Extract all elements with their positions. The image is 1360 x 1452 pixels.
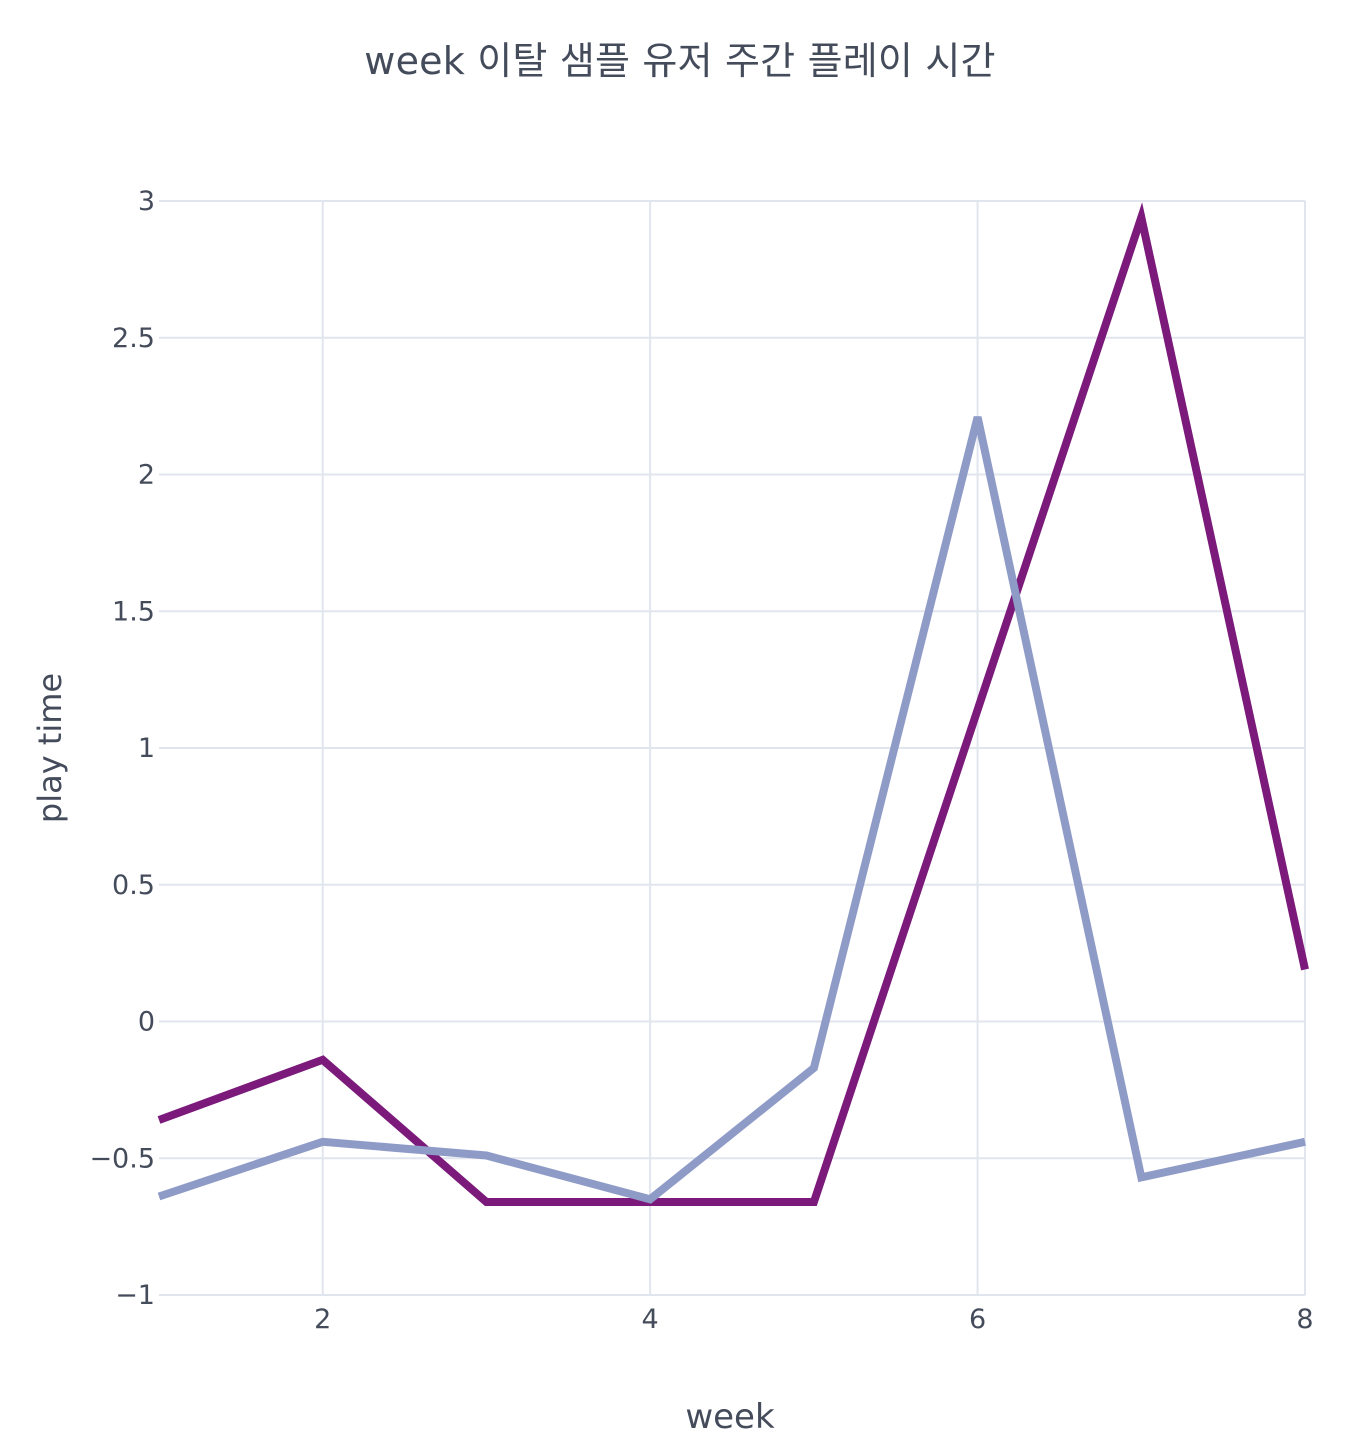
y-tick-label: 2 [138, 460, 155, 491]
series-lines [159, 217, 1305, 1202]
x-tick-label: 2 [314, 1304, 331, 1335]
y-tick-label: 1 [138, 733, 155, 764]
y-tick-label: 0 [138, 1007, 155, 1038]
x-tick-label: 6 [969, 1304, 986, 1335]
y-tick-label: 1.5 [112, 596, 155, 627]
y-tick-label: 2.5 [112, 323, 155, 354]
y-tick-label: −0.5 [89, 1143, 155, 1174]
x-tick-label: 4 [642, 1304, 659, 1335]
x-tick-label: 8 [1296, 1304, 1313, 1335]
y-tick-label: 3 [138, 186, 155, 217]
y-tick-label: 0.5 [112, 870, 155, 901]
series-line-1 [159, 217, 1305, 1202]
y-tick-label: −1 [115, 1280, 155, 1311]
series-line-2 [159, 417, 1305, 1199]
